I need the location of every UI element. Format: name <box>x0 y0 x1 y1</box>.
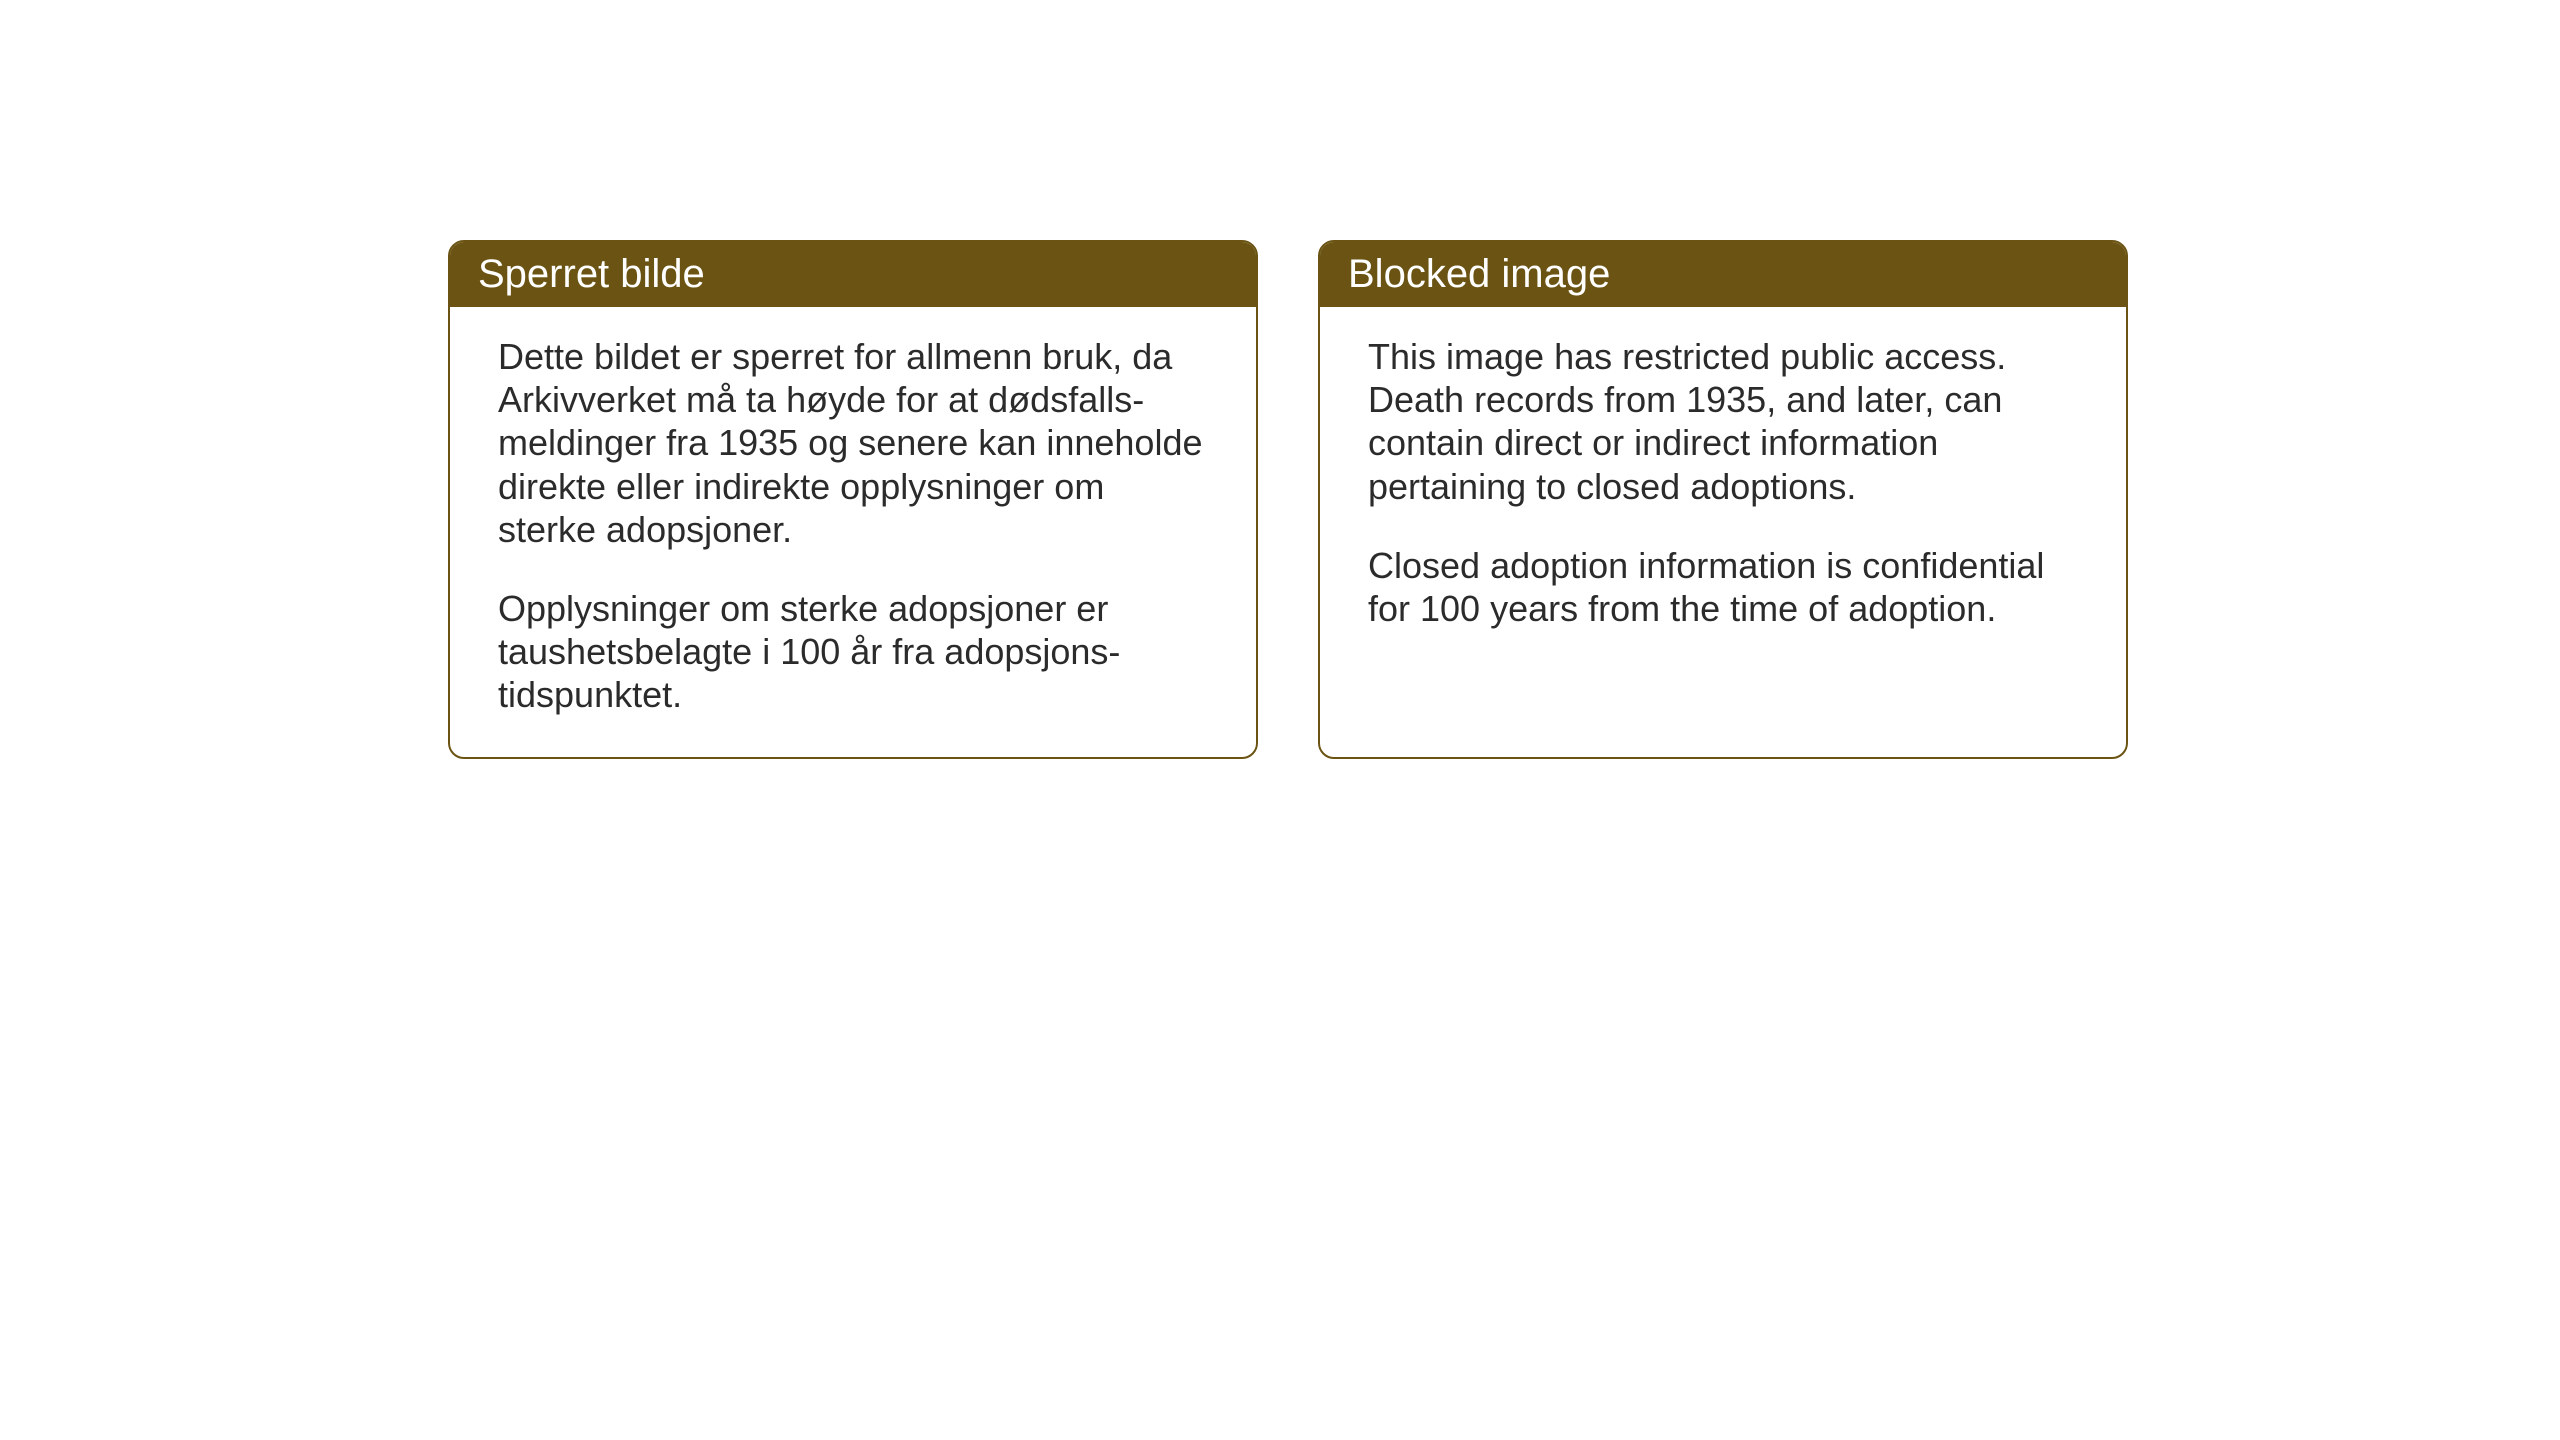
notice-card-english: Blocked image This image has restricted … <box>1318 240 2128 759</box>
card-body-english: This image has restricted public access.… <box>1320 307 2126 737</box>
paragraph-2-norwegian: Opplysninger om sterke adopsjoner er tau… <box>498 587 1208 717</box>
notice-card-norwegian: Sperret bilde Dette bildet er sperret fo… <box>448 240 1258 759</box>
card-header-english: Blocked image <box>1320 242 2126 307</box>
paragraph-2-english: Closed adoption information is confident… <box>1368 544 2078 630</box>
card-header-norwegian: Sperret bilde <box>450 242 1256 307</box>
notice-container: Sperret bilde Dette bildet er sperret fo… <box>0 0 2560 759</box>
card-body-norwegian: Dette bildet er sperret for allmenn bruk… <box>450 307 1256 757</box>
card-title-norwegian: Sperret bilde <box>478 252 705 296</box>
paragraph-1-norwegian: Dette bildet er sperret for allmenn bruk… <box>498 335 1208 551</box>
paragraph-1-english: This image has restricted public access.… <box>1368 335 2078 508</box>
card-title-english: Blocked image <box>1348 252 1610 296</box>
